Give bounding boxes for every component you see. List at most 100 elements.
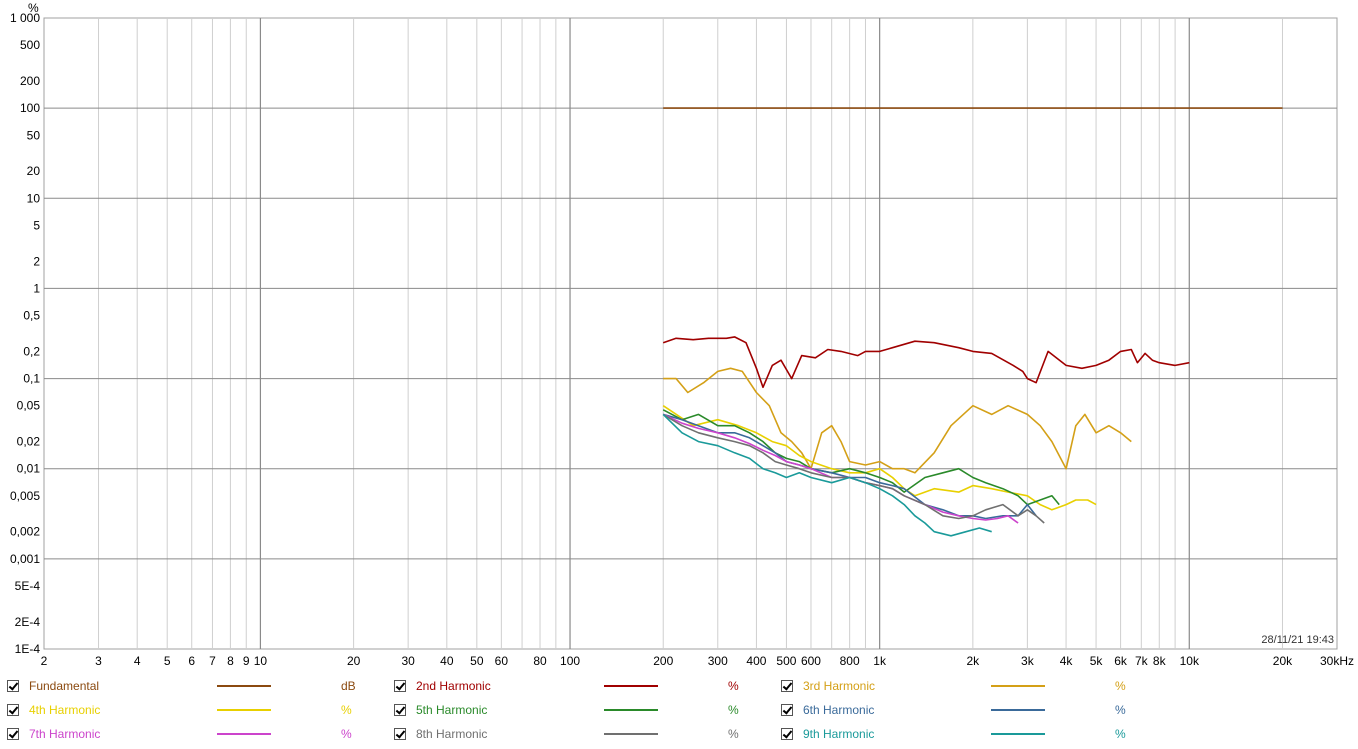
legend-item-harmonic-8: 8th Harmonic% [394,724,764,744]
timestamp: 28/11/21 19:43 [1261,634,1334,646]
x-tick-label: 60 [495,654,509,668]
distortion-chart: 2 3 4 5 6 7 8 9 10 20 30 40 50 60 80 100 200 300 400 500 600… [10,1,1354,668]
x-tick-label: 10k [1180,654,1200,668]
legend-unit: dB [341,679,356,693]
y-tick-label: 50 [27,128,41,142]
y-tick-label: 200 [20,74,40,88]
y-tick-label: 0,5 [23,309,40,323]
x-tick-label: 500 [776,654,796,668]
x-tick-label: 5k [1090,654,1104,668]
legend-checkbox-harmonic-8[interactable] [394,728,406,740]
legend-item-harmonic-9: 9th Harmonic% [781,724,1151,744]
grid [44,18,1337,649]
legend-item-harmonic-6: 6th Harmonic% [781,700,1151,720]
legend-swatch [604,709,658,711]
y-tick-label: 100 [20,101,40,115]
legend-label: 8th Harmonic [416,727,488,741]
legend-swatch [217,685,271,687]
y-tick-label: 1 000 [10,11,40,25]
legend-unit: % [728,703,739,717]
y-tick-label: 0,005 [10,489,40,503]
legend-label: 4th Harmonic [29,703,101,717]
y-tick-label: 0,02 [17,435,41,449]
legend-item-harmonic-7: 7th Harmonic% [7,724,377,744]
x-tick-label: 1k [873,654,887,668]
x-tick-label: 80 [533,654,547,668]
legend-unit: % [341,727,352,741]
x-tick-label: 30kHz [1320,654,1354,668]
legend-swatch [217,733,271,735]
legend-unit: % [728,727,739,741]
y-tick-label: 0,001 [10,552,40,566]
x-tick-label: 600 [801,654,821,668]
legend-item-harmonic-5: 5th Harmonic% [394,700,764,720]
x-tick-label: 8 [227,654,234,668]
y-tick-label: 0,1 [23,372,40,386]
legend-checkbox-harmonic-2[interactable] [394,680,406,692]
y-tick-label: 500 [20,38,40,52]
x-tick-label: 8k [1153,654,1167,668]
x-tick-label: 200 [653,654,673,668]
y-tick-label: 10 [27,191,41,205]
x-tick-label: 800 [840,654,860,668]
legend-unit: % [341,703,352,717]
y-tick-label: 5 [33,218,40,232]
plot-area [43,17,1338,650]
x-tick-label: 40 [440,654,454,668]
legend-checkbox-harmonic-6[interactable] [781,704,793,716]
y-tick-label: 5E-4 [15,579,41,593]
x-tick-label: 100 [560,654,580,668]
x-tick-label: 6 [188,654,195,668]
x-tick-label: 7 [209,654,216,668]
y-tick-label: 0,05 [17,399,41,413]
legend-unit: % [728,679,739,693]
legend-checkbox-harmonic-4[interactable] [7,704,19,716]
legend-swatch [217,709,271,711]
y-axis-label: % [28,1,39,15]
series-line-harmonic-5 [662,409,1060,506]
series-line-harmonic-2 [662,336,1190,389]
legend-checkbox-harmonic-7[interactable] [7,728,19,740]
y-tick-label: 2 [33,254,40,268]
legend-label: 3rd Harmonic [803,679,876,693]
legend-item-harmonic-3: 3rd Harmonic% [781,676,1151,696]
y-tick-label: 0,2 [23,344,40,358]
y-tick-label: 0,01 [17,462,41,476]
x-tick-label: 7k [1135,654,1149,668]
legend-label: 9th Harmonic [803,727,875,741]
series-line-harmonic-3 [663,367,1132,474]
legend-item-harmonic-2: 2nd Harmonic% [394,676,764,696]
y-tick-label: 1 [33,281,40,295]
legend-checkbox-harmonic-3[interactable] [781,680,793,692]
legend-item-fundamental: Fundamental dB [7,676,377,696]
x-tick-label: 3 [95,654,102,668]
x-tick-label: 9 [243,654,250,668]
x-tick-label: 400 [746,654,766,668]
x-tick-label: 4 [134,654,141,668]
legend-label: 6th Harmonic [803,703,875,717]
x-tick-label: 20 [347,654,361,668]
series-layer [662,107,1283,537]
x-tick-label: 30 [401,654,415,668]
legend-swatch [991,733,1045,735]
legend-label: 5th Harmonic [416,703,488,717]
y-tick-label: 0,002 [10,525,40,539]
legend-checkbox-fundamental[interactable] [7,680,19,692]
legend-checkbox-harmonic-5[interactable] [394,704,406,716]
x-tick-label: 5 [164,654,171,668]
x-tick-label: 10 [254,654,268,668]
legend-label: Fundamental [29,679,100,693]
x-tick-label: 2k [967,654,981,668]
legend-checkbox-harmonic-9[interactable] [781,728,793,740]
legend-swatch [991,685,1045,687]
legend-label: 2nd Harmonic [416,679,491,693]
y-tick-label: 2E-4 [15,615,41,629]
y-tick-label: 1E-4 [15,642,41,656]
legend-unit: % [1115,703,1126,717]
y-tick-label: 20 [27,164,41,178]
legend-swatch [604,685,658,687]
legend-unit: % [1115,679,1126,693]
series-line-harmonic-4 [662,405,1097,511]
legend-item-harmonic-4: 4th Harmonic% [7,700,377,720]
x-tick-label: 20k [1273,654,1293,668]
